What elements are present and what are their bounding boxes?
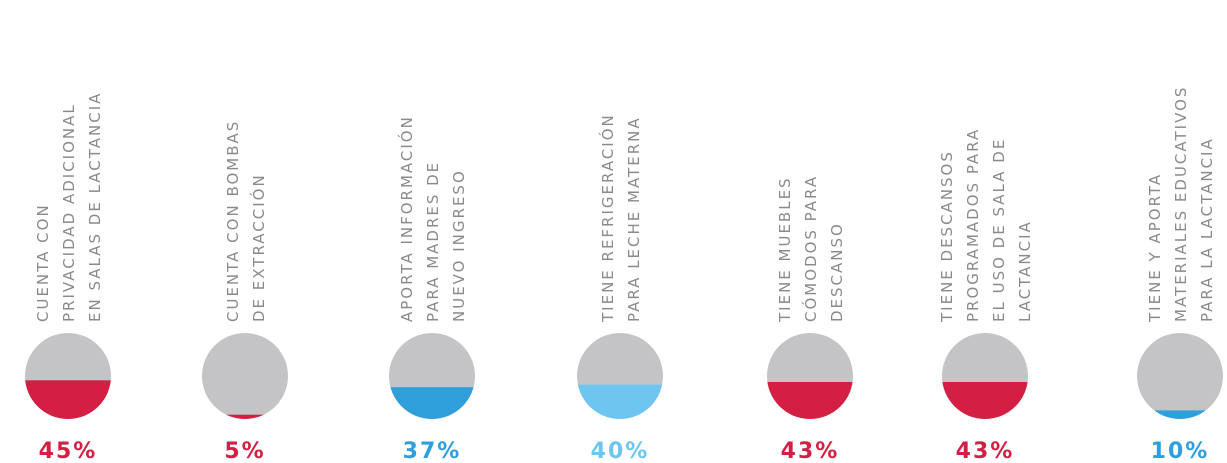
circle-background	[202, 333, 288, 419]
category-label: PRIVACIDAD ADICIONAL	[60, 103, 78, 322]
category-label: PARA MADRES DE	[424, 161, 442, 322]
category-label: PARA LA LACTANCIA	[1198, 137, 1216, 322]
fill-level	[389, 387, 475, 419]
value-label: 37%	[403, 439, 462, 463]
category-label: TIENE Y APORTA	[1146, 173, 1164, 323]
category-label: MATERIALES EDUCATIVOS	[1172, 86, 1190, 322]
category-label: DE EXTRACCIÓN	[249, 173, 268, 322]
value-label: 5%	[224, 439, 265, 463]
category-label: LACTANCIA	[1016, 220, 1034, 322]
value-label: 43%	[956, 439, 1015, 463]
fill-level	[942, 382, 1028, 419]
fill-level	[577, 384, 663, 419]
circle-background	[1137, 333, 1223, 419]
category-label: NUEVO INGRESO	[450, 169, 468, 322]
category-label: PROGRAMADOS PARA	[964, 128, 982, 322]
category-label: CUENTA CON BOMBAS	[224, 120, 242, 322]
category-label: TIENE REFRIGERACIÓN	[598, 113, 617, 323]
category-label: CÓMODOS PARA	[801, 175, 820, 322]
fill-level	[767, 382, 853, 419]
category-label: CUENTA CON	[34, 203, 52, 322]
category-label: EL USO DE SALA DE	[990, 138, 1008, 322]
category-label: EN SALAS DE LACTANCIA	[86, 92, 104, 322]
category-label: PARA LECHE MATERNA	[625, 116, 643, 322]
value-label: 43%	[781, 439, 840, 463]
value-label: 45%	[39, 439, 98, 463]
category-label: TIENE DESCANSOS	[938, 150, 956, 323]
category-label: APORTA INFORMACIÓN	[397, 115, 416, 322]
value-label: 40%	[591, 439, 650, 463]
fill-level	[1137, 410, 1223, 419]
category-label: DESCANSO	[828, 222, 846, 322]
fill-level	[25, 380, 111, 419]
value-label: 10%	[1151, 439, 1210, 463]
fill-level	[202, 414, 288, 419]
category-label: TIENE MUEBLES	[776, 176, 794, 323]
